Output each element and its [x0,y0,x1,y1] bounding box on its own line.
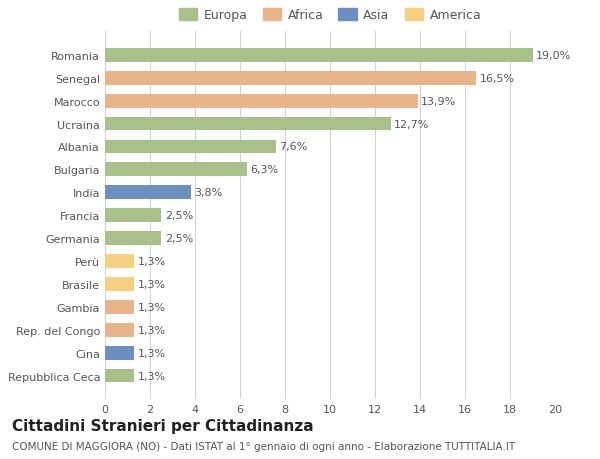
Bar [105,346,134,360]
Bar [105,140,276,154]
Bar [105,186,191,200]
Bar [105,95,418,108]
Bar [105,323,134,337]
Text: COMUNE DI MAGGIORA (NO) - Dati ISTAT al 1° gennaio di ogni anno - Elaborazione T: COMUNE DI MAGGIORA (NO) - Dati ISTAT al … [12,441,515,451]
Legend: Europa, Africa, Asia, America: Europa, Africa, Asia, America [179,9,481,22]
Bar [105,300,134,314]
Text: 19,0%: 19,0% [536,50,571,61]
Text: Cittadini Stranieri per Cittadinanza: Cittadini Stranieri per Cittadinanza [12,418,314,433]
Text: 6,3%: 6,3% [250,165,278,175]
Text: 16,5%: 16,5% [479,73,515,84]
Text: 1,3%: 1,3% [137,257,166,266]
Bar [105,255,134,269]
Text: 1,3%: 1,3% [137,302,166,312]
Bar [105,277,134,291]
Bar [105,369,134,383]
Text: 3,8%: 3,8% [194,188,222,198]
Bar [105,209,161,223]
Bar [105,163,247,177]
Bar [105,232,161,246]
Text: 1,3%: 1,3% [137,280,166,289]
Text: 1,3%: 1,3% [137,348,166,358]
Text: 7,6%: 7,6% [280,142,308,152]
Text: 2,5%: 2,5% [164,211,193,221]
Text: 12,7%: 12,7% [394,119,430,129]
Text: 1,3%: 1,3% [137,325,166,335]
Text: 13,9%: 13,9% [421,96,457,106]
Text: 2,5%: 2,5% [164,234,193,244]
Bar [105,72,476,85]
Bar [105,49,533,62]
Text: 1,3%: 1,3% [137,371,166,381]
Bar [105,118,391,131]
